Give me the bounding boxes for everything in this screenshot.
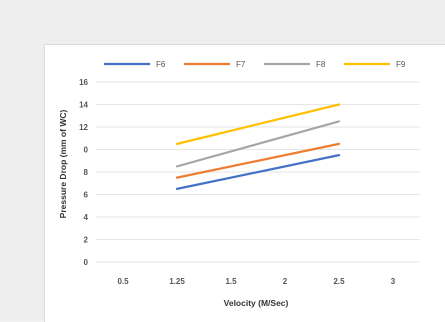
series-lines [175,103,341,190]
y-tick-label: 6 [84,191,89,200]
x-tick-label: 1.5 [225,277,237,286]
y-tick-label: 0 [84,146,89,155]
y-axis-title: Pressure Drop (mm of WC) [58,110,68,219]
legend-label-f7: F7 [236,60,246,69]
x-axis-ticks: 0.5 1.25 1.5 2 2.5 3 [117,277,395,286]
series-line-f9 [175,103,341,145]
y-tick-label: 0 [84,258,89,267]
series-line-f8 [175,120,341,168]
x-tick-label: 2.5 [333,277,345,286]
legend-label-f8: F8 [316,60,326,69]
x-tick-label: 2 [283,277,288,286]
legend-label-f9: F9 [396,60,406,69]
x-tick-label: 0.5 [117,277,129,286]
chart-card [44,44,445,322]
y-tick-label: 8 [84,168,89,177]
y-tick-label: 16 [79,78,88,87]
legend: F6 F7 F8 F9 [104,60,406,69]
series-line-f7 [175,142,341,179]
x-axis-title: Velocity (M/Sec) [224,298,289,308]
y-tick-label: 4 [84,213,89,222]
y-axis-ticks: 0 2 4 6 8 0 12 14 16 [79,78,88,267]
x-tick-label: 1.25 [169,277,185,286]
series-line-f6 [175,154,341,190]
legend-label-f6: F6 [156,60,166,69]
y-tick-label: 14 [79,101,88,110]
x-tick-label: 3 [391,277,396,286]
y-tick-label: 12 [79,123,88,132]
y-tick-label: 2 [84,236,89,245]
